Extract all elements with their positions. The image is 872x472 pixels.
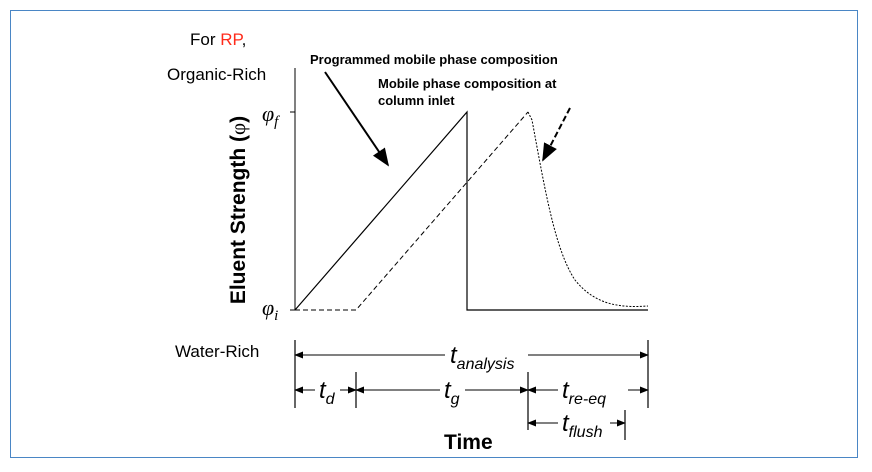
phi-f-symbol: φf — [262, 101, 280, 130]
programmed-pointer-arrow — [324, 71, 390, 167]
programmed-label: Programmed mobile phase composition — [310, 52, 558, 67]
inlet-decay-curve — [527, 111, 649, 307]
t-flush-label: tflush — [562, 410, 603, 441]
water-rich-label: Water-Rich — [175, 342, 259, 361]
organic-rich-label: Organic-Rich — [167, 65, 266, 84]
inlet-label-line2: column inlet — [378, 93, 455, 108]
figure-frame — [10, 10, 858, 458]
phi-i-symbol: φi — [262, 295, 278, 324]
t-analysis-label: tanalysis — [450, 342, 514, 373]
t-re-eq-label: tre-eq — [562, 377, 606, 408]
programmed-composition-curve — [294, 110, 648, 311]
inlet-pointer-arrow — [542, 107, 571, 162]
inlet-composition-curve — [295, 111, 529, 311]
t-d-label: td — [319, 377, 336, 408]
y-axis-label: Eluent Strength (φ) — [226, 116, 250, 304]
for-rp-label: For RP, — [190, 30, 246, 49]
inlet-label-line1: Mobile phase composition at — [378, 76, 557, 91]
x-axis-label: Time — [444, 431, 493, 454]
t-g-label: tg — [444, 377, 460, 408]
